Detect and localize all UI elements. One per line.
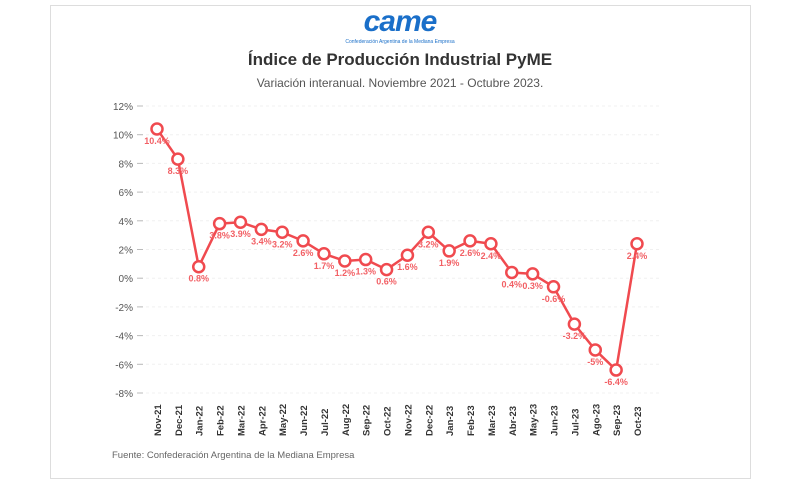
logo-text: came [363, 5, 438, 38]
came-logo: came Confederación Argentina de la Media… [0, 5, 800, 45]
data-point [484, 237, 498, 251]
x-tick-label: Mar-23 [487, 405, 498, 436]
x-tick-label: May-23 [529, 404, 540, 436]
y-tick-label: -4% [115, 332, 133, 343]
data-point [630, 237, 644, 251]
x-tick-label: Feb-23 [466, 405, 477, 436]
data-label: -3.2% [563, 331, 587, 341]
y-tick-label: 10% [113, 131, 133, 142]
data-label: 3.9% [230, 229, 251, 239]
data-label: 1.7% [314, 261, 335, 271]
data-label: -6.4% [604, 377, 628, 387]
y-tick-label: 12% [113, 102, 133, 113]
data-point [379, 262, 394, 277]
y-tick-label: -6% [115, 360, 133, 371]
x-tick-label: Jun-23 [550, 405, 561, 436]
y-tick-label: 2% [119, 246, 134, 257]
x-tick-label: Aug-22 [341, 404, 352, 436]
x-tick-label: Ago-23 [591, 404, 602, 436]
y-tick-label: -2% [115, 303, 133, 314]
data-point [254, 222, 269, 237]
x-tick-label: Jun-22 [299, 405, 310, 436]
data-label: 0.3% [522, 281, 543, 291]
data-point [296, 234, 310, 248]
x-tick-label: Mar-22 [236, 405, 247, 436]
data-point [421, 225, 436, 240]
logo-subtitle: Confederación Argentina de la Mediana Em… [345, 39, 455, 45]
y-tick-label: 6% [119, 188, 134, 199]
data-label: 2.4% [481, 251, 502, 261]
data-point [233, 215, 248, 229]
data-label: 3.2% [272, 239, 293, 249]
x-tick-label: Jan-23 [445, 406, 456, 436]
data-point [442, 244, 456, 258]
y-tick-label: 0% [119, 274, 134, 285]
x-tick-label: Nov-21 [153, 404, 164, 436]
x-tick-label: Feb-22 [216, 405, 227, 436]
x-tick-label: May-22 [278, 404, 289, 436]
x-tick-label: Nov-22 [403, 404, 414, 436]
chart-title: Índice de Producción Industrial PyME [247, 50, 553, 69]
x-tick-label: Sep-23 [612, 405, 623, 436]
data-point [546, 280, 561, 294]
data-point [505, 265, 519, 280]
data-point [338, 254, 352, 268]
data-point [463, 234, 477, 248]
data-label: 1.9% [439, 258, 460, 268]
data-label: 1.3% [355, 267, 376, 277]
chart-source: Fuente: Confederación Argentina de la Me… [112, 450, 355, 461]
x-tick-label: Abr-23 [508, 406, 519, 436]
data-point [567, 317, 582, 331]
data-label: -5% [587, 357, 603, 367]
x-tick-label: Jul-23 [570, 409, 581, 436]
x-tick-label: Apr-22 [257, 406, 268, 436]
chart-subtitle: Variación interanual. Noviembre 2021 - O… [256, 76, 544, 90]
x-tick-label: Jul-22 [320, 409, 331, 436]
data-label: 8.3% [168, 166, 189, 176]
data-point [400, 248, 415, 262]
x-tick-label: Oct-23 [633, 406, 644, 436]
data-label: 3.8% [209, 231, 230, 241]
data-label: 1.6% [397, 262, 418, 272]
x-tick-label: Sep-22 [362, 405, 373, 436]
x-tick-label: Oct-22 [383, 406, 394, 436]
data-label: 0.6% [376, 277, 397, 287]
data-label: 2.4% [627, 251, 648, 261]
data-point [609, 363, 623, 377]
data-label: 3.4% [251, 236, 272, 246]
data-point [358, 252, 373, 267]
x-tick-label: Dec-22 [424, 405, 435, 436]
data-point [150, 122, 164, 136]
data-label: 3.2% [418, 239, 439, 249]
data-label: -0.6% [542, 294, 566, 304]
x-tick-label: Jan-22 [195, 406, 206, 436]
data-point [191, 259, 206, 274]
data-label: 0.4% [502, 279, 523, 289]
data-point [275, 225, 289, 240]
data-point [212, 216, 227, 231]
data-label: 2.6% [293, 248, 314, 258]
data-point [525, 267, 540, 281]
data-label: 10.4% [144, 136, 170, 146]
y-tick-label: -8% [115, 389, 133, 400]
data-point [317, 247, 331, 261]
data-label: 1.2% [335, 268, 356, 278]
data-point [588, 343, 603, 357]
x-tick-label: Dec-21 [174, 404, 185, 436]
y-tick-label: 8% [119, 159, 134, 170]
data-label: 0.8% [188, 274, 209, 284]
y-tick-label: 4% [119, 217, 134, 228]
data-point [171, 152, 185, 166]
data-label: 2.6% [460, 248, 481, 258]
